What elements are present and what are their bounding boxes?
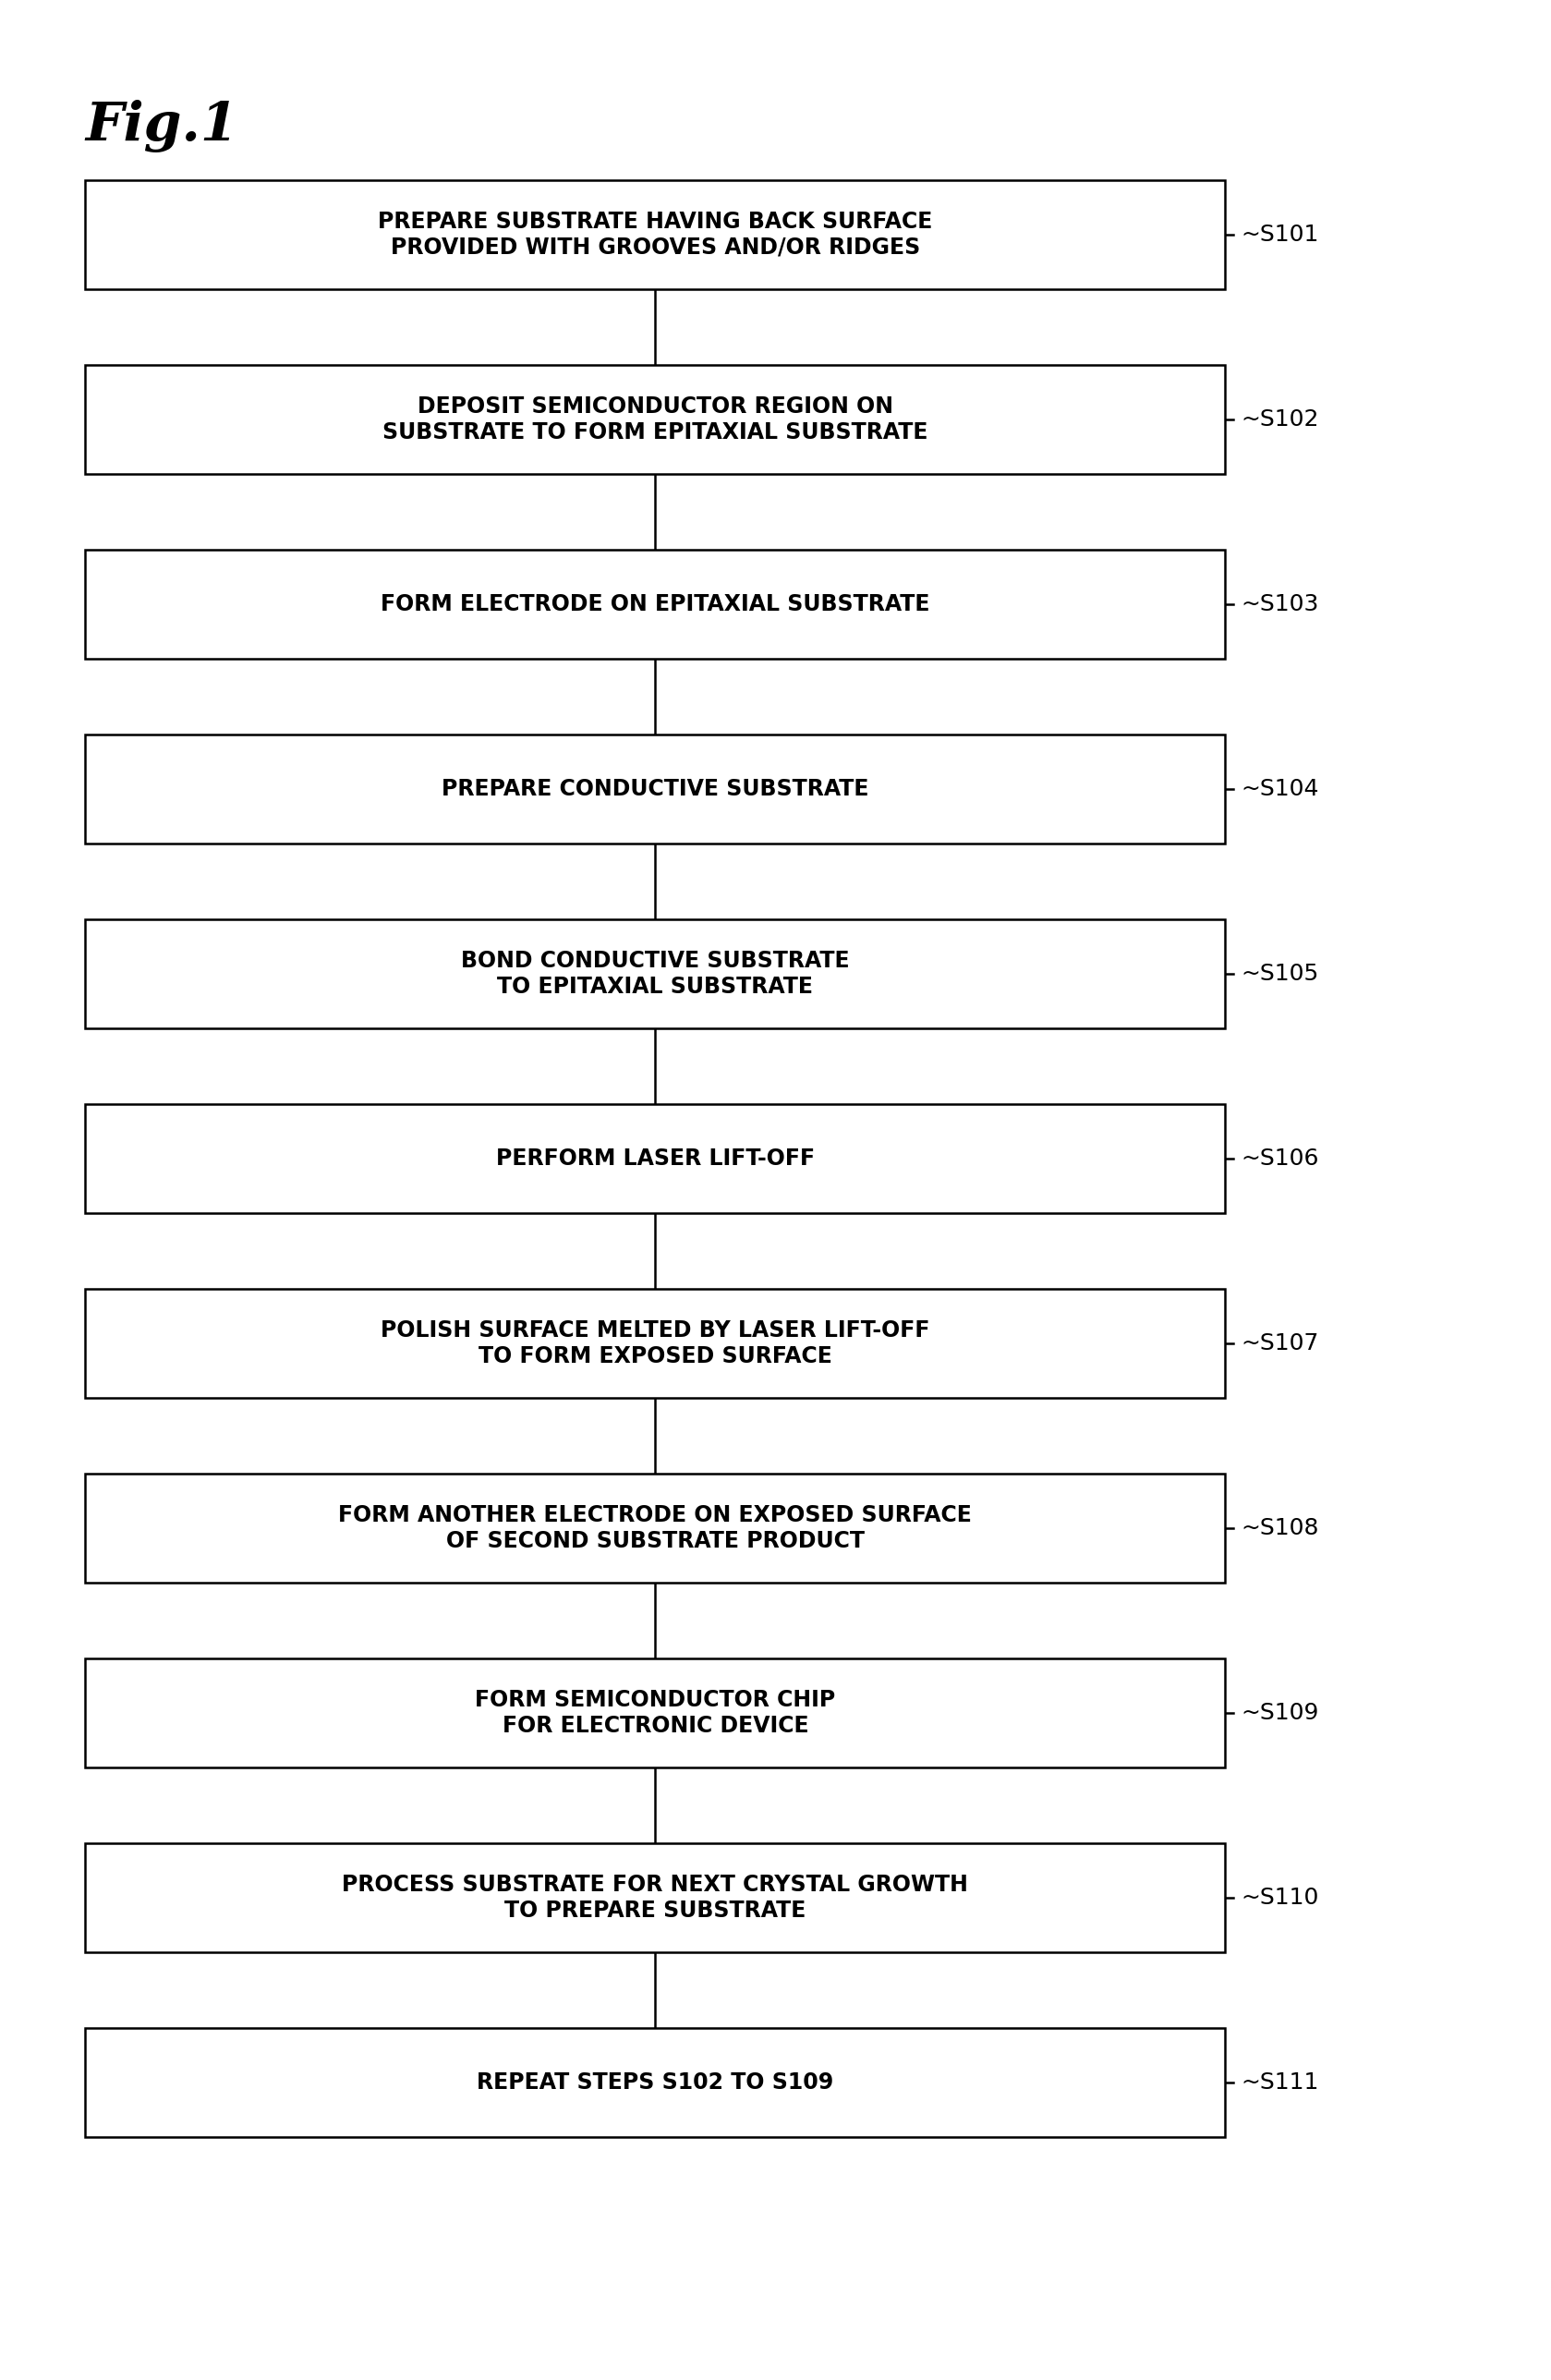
Text: FORM ANOTHER ELECTRODE ON EXPOSED SURFACE
OF SECOND SUBSTRATE PRODUCT: FORM ANOTHER ELECTRODE ON EXPOSED SURFAC… (338, 1504, 972, 1552)
Bar (85, 364, 1225, 474)
Text: ~S104: ~S104 (1241, 778, 1318, 800)
Bar (85, 2028, 1225, 2137)
Text: PREPARE SUBSTRATE HAVING BACK SURFACE
PROVIDED WITH GROOVES AND/OR RIDGES: PREPARE SUBSTRATE HAVING BACK SURFACE PR… (378, 212, 932, 259)
Text: ~S101: ~S101 (1241, 224, 1318, 245)
Text: ~S106: ~S106 (1241, 1147, 1318, 1169)
Bar (85, 1290, 1225, 1397)
Text: ~S107: ~S107 (1241, 1333, 1318, 1354)
Text: BOND CONDUCTIVE SUBSTRATE
TO EPITAXIAL SUBSTRATE: BOND CONDUCTIVE SUBSTRATE TO EPITAXIAL S… (461, 950, 850, 997)
Bar (85, 735, 1225, 843)
Text: FORM SEMICONDUCTOR CHIP
FOR ELECTRONIC DEVICE: FORM SEMICONDUCTOR CHIP FOR ELECTRONIC D… (475, 1690, 836, 1737)
Bar (85, 550, 1225, 659)
Text: FORM ELECTRODE ON EPITAXIAL SUBSTRATE: FORM ELECTRODE ON EPITAXIAL SUBSTRATE (380, 593, 931, 616)
Bar (85, 1842, 1225, 1952)
Text: ~S105: ~S105 (1241, 964, 1318, 985)
Text: ~S102: ~S102 (1241, 409, 1318, 431)
Bar (85, 1659, 1225, 1768)
Text: ~S110: ~S110 (1241, 1887, 1318, 1909)
Text: PROCESS SUBSTRATE FOR NEXT CRYSTAL GROWTH
TO PREPARE SUBSTRATE: PROCESS SUBSTRATE FOR NEXT CRYSTAL GROWT… (343, 1873, 968, 1921)
Bar (85, 1473, 1225, 1583)
Text: REPEAT STEPS S102 TO S109: REPEAT STEPS S102 TO S109 (476, 2071, 834, 2094)
Text: ~S103: ~S103 (1241, 593, 1318, 616)
Text: ~S111: ~S111 (1241, 2071, 1318, 2094)
Text: POLISH SURFACE MELTED BY LASER LIFT-OFF
TO FORM EXPOSED SURFACE: POLISH SURFACE MELTED BY LASER LIFT-OFF … (380, 1319, 931, 1366)
Text: DEPOSIT SEMICONDUCTOR REGION ON
SUBSTRATE TO FORM EPITAXIAL SUBSTRATE: DEPOSIT SEMICONDUCTOR REGION ON SUBSTRAT… (383, 395, 927, 443)
Bar (85, 181, 1225, 290)
Text: Fig.1: Fig.1 (85, 100, 239, 152)
Text: ~S109: ~S109 (1241, 1702, 1318, 1723)
Bar (85, 1104, 1225, 1214)
Bar (85, 919, 1225, 1028)
Text: PREPARE CONDUCTIVE SUBSTRATE: PREPARE CONDUCTIVE SUBSTRATE (442, 778, 869, 800)
Text: ~S108: ~S108 (1241, 1516, 1318, 1540)
Text: PERFORM LASER LIFT-OFF: PERFORM LASER LIFT-OFF (496, 1147, 814, 1169)
